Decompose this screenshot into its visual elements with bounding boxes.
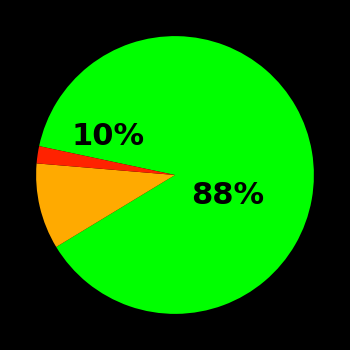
Wedge shape: [39, 36, 314, 314]
Text: 88%: 88%: [191, 181, 264, 210]
Wedge shape: [37, 146, 175, 175]
Wedge shape: [36, 163, 175, 247]
Text: 10%: 10%: [72, 121, 145, 150]
